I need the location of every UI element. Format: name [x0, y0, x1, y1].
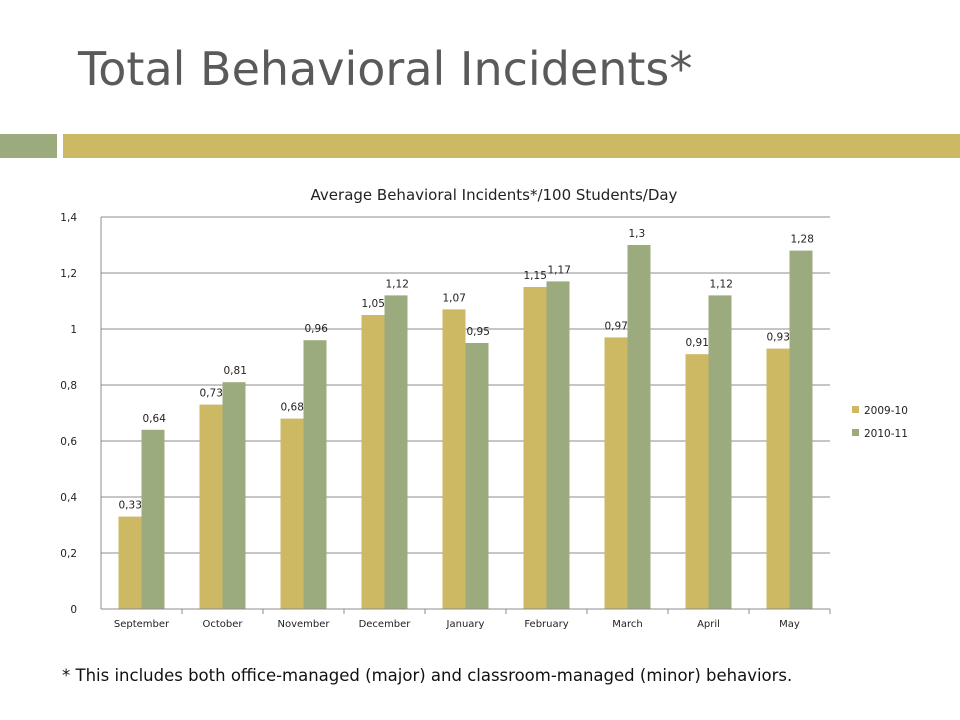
title-band-right: [63, 134, 960, 158]
data-label: 0,97: [605, 320, 628, 332]
data-label: 0,93: [767, 332, 790, 344]
data-label: 1,3: [629, 228, 646, 240]
x-tick-label: April: [697, 619, 720, 630]
data-label: 0,81: [224, 365, 247, 377]
x-tick-label: January: [446, 619, 485, 630]
slide-title: Total Behavioral Incidents*: [78, 42, 693, 96]
bar-2009-10-March: [604, 337, 628, 609]
data-label: 0,95: [467, 326, 490, 338]
bar-2009-10-October: [199, 404, 223, 609]
data-label: 0,33: [119, 500, 142, 512]
data-label: 0,91: [686, 337, 709, 349]
footnote: * This includes both office-managed (maj…: [62, 666, 793, 685]
bar-2010-11-September: [141, 429, 165, 609]
y-tick-label: 1: [70, 324, 77, 336]
bar-2009-10-May: [766, 348, 790, 609]
data-label: 0,64: [143, 413, 167, 425]
data-label: 0,73: [200, 388, 223, 400]
data-label: 1,12: [386, 278, 409, 290]
bar-2010-11-May: [789, 250, 813, 609]
bar-2009-10-September: [118, 516, 142, 609]
bar-2010-11-December: [384, 295, 408, 609]
data-label: 0,68: [281, 402, 304, 414]
bar-2009-10-December: [361, 315, 385, 609]
y-tick-label: 0,8: [60, 380, 77, 392]
data-label: 1,05: [362, 298, 385, 310]
y-tick-label: 0,4: [60, 492, 77, 504]
y-tick-label: 0,6: [60, 436, 77, 448]
data-label: 1,17: [548, 264, 571, 276]
legend-swatch: [852, 429, 859, 436]
bar-2010-11-January: [465, 343, 489, 609]
y-tick-label: 0,2: [60, 548, 77, 560]
x-tick-label: November: [277, 619, 330, 630]
x-tick-label: February: [524, 619, 568, 630]
data-label: 1,07: [443, 292, 466, 304]
x-tick-label: December: [359, 619, 412, 630]
legend: 2009-10 2010-11: [852, 405, 908, 440]
bar-2010-11-November: [303, 340, 327, 609]
chart-title: Average Behavioral Incidents*/100 Studen…: [311, 186, 678, 204]
bar-2009-10-February: [523, 287, 547, 609]
bar-chart: Average Behavioral Incidents*/100 Studen…: [60, 186, 908, 630]
x-tick-label: September: [114, 619, 170, 630]
bar-2009-10-January: [442, 309, 466, 609]
y-tick-label: 0: [70, 604, 77, 616]
bar-2010-11-March: [627, 245, 651, 609]
legend-swatch: [852, 406, 859, 413]
x-tick-label: March: [612, 619, 642, 630]
legend-label: 2010-11: [864, 428, 908, 440]
data-label: 1,12: [710, 278, 733, 290]
bar-2009-10-April: [685, 354, 709, 609]
y-tick-label: 1,4: [60, 212, 77, 224]
y-tick-label: 1,2: [60, 268, 77, 280]
legend-label: 2009-10: [864, 405, 908, 417]
data-label: 0,96: [305, 323, 329, 335]
bar-2010-11-October: [222, 382, 246, 609]
x-tick-label: October: [202, 619, 243, 630]
data-label: 1,15: [524, 270, 547, 282]
bars: 0,330,640,730,810,680,961,051,121,070,95…: [118, 228, 814, 609]
data-label: 1,28: [791, 234, 814, 246]
bar-2009-10-November: [280, 418, 304, 609]
x-tick-label: May: [779, 619, 800, 630]
bar-2010-11-April: [708, 295, 732, 609]
title-band-left: [0, 134, 57, 158]
bar-2010-11-February: [546, 281, 570, 609]
